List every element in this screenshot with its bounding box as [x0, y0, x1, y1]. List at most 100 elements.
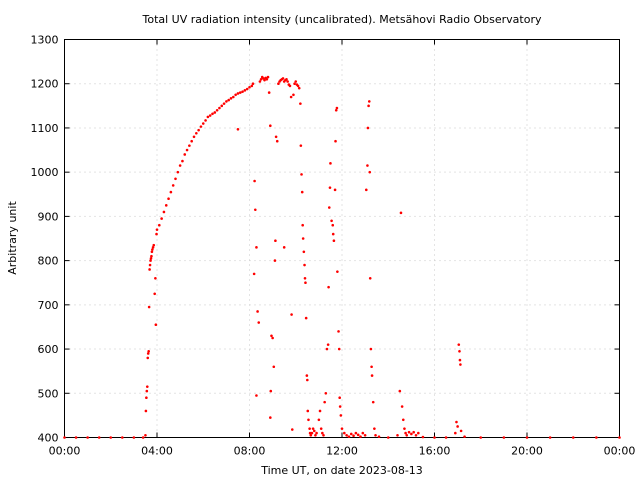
data-point [97, 436, 101, 439]
data-point [171, 184, 175, 187]
y-axis-title: Arbitrary unit [6, 201, 19, 275]
data-point [169, 190, 173, 194]
data-point [370, 365, 373, 369]
data-point [149, 259, 152, 262]
data-point [150, 250, 154, 254]
data-point [318, 409, 322, 413]
data-point [334, 108, 338, 112]
data-point [399, 211, 403, 215]
data-point [218, 106, 221, 110]
data-point [265, 78, 269, 81]
data-point [269, 124, 272, 128]
data-point [595, 436, 598, 439]
data-point [525, 436, 529, 439]
data-point [155, 228, 159, 231]
data-point [457, 343, 461, 346]
data-point [290, 428, 294, 431]
y-tick-label: 800 [38, 255, 59, 268]
data-point [571, 436, 575, 439]
y-tick-label: 1200 [31, 78, 59, 91]
data-point [315, 431, 318, 435]
data-point [164, 204, 168, 207]
data-point [374, 433, 377, 437]
data-point [410, 432, 413, 436]
data-point [259, 78, 263, 81]
x-axis-title: Time UT, on date 2023-08-13 [260, 464, 423, 477]
data-point [155, 232, 158, 236]
data-point [356, 433, 360, 437]
data-point [479, 436, 483, 439]
y-tick-label: 1000 [31, 166, 59, 179]
data-point [213, 111, 217, 114]
data-point [331, 232, 335, 236]
data-point [146, 352, 150, 355]
data-point [145, 385, 149, 388]
data-point [146, 356, 150, 360]
data-point [288, 84, 292, 88]
data-point [176, 170, 180, 174]
data-point [343, 431, 346, 435]
data-point [459, 363, 462, 366]
data-point [257, 321, 261, 324]
data-point [303, 277, 307, 280]
data-point [369, 347, 373, 351]
data-point [334, 139, 337, 143]
data-point [263, 78, 266, 82]
plot-frame [64, 39, 620, 438]
data-point [370, 374, 374, 377]
data-point [285, 78, 288, 81]
data-point [301, 223, 304, 227]
data-point [248, 85, 251, 89]
data-point [250, 84, 254, 88]
data-point [63, 436, 66, 439]
data-point [220, 104, 224, 108]
data-point [150, 254, 153, 258]
data-point [236, 127, 240, 131]
data-point [401, 418, 405, 422]
data-point [272, 365, 276, 369]
data-point [245, 87, 249, 91]
data-point [121, 436, 124, 439]
y-tick-label: 700 [38, 299, 59, 312]
data-point [229, 97, 233, 100]
y-tick-label: 600 [38, 343, 59, 356]
data-point [145, 396, 148, 400]
data-point [456, 425, 459, 428]
data-point [206, 115, 210, 119]
data-point [273, 259, 277, 262]
data-point [294, 80, 298, 83]
data-point [144, 433, 147, 437]
data-point [232, 95, 235, 99]
data-point [377, 435, 381, 438]
data-point [405, 433, 409, 437]
data-point [86, 436, 89, 439]
data-point [274, 135, 278, 139]
data-point [188, 144, 191, 147]
data-point [328, 186, 332, 189]
y-tick-label: 1300 [31, 34, 59, 47]
data-point [167, 197, 170, 200]
data-point [331, 223, 335, 227]
data-point [147, 305, 151, 309]
data-point [502, 436, 506, 439]
data-point [414, 433, 418, 437]
data-point [201, 122, 205, 125]
data-point [297, 86, 301, 90]
data-point [162, 210, 166, 214]
data-point [274, 239, 277, 243]
data-point [311, 427, 315, 430]
x-tick-label: 20:00 [511, 445, 543, 458]
data-point [215, 108, 219, 112]
data-point [458, 349, 461, 353]
data-point [398, 389, 402, 393]
y-axis: 400 500 600 700 800 900 1000 1100 1200 1300 [31, 34, 620, 445]
data-point [132, 436, 136, 439]
data-point [243, 89, 247, 92]
data-point [339, 414, 343, 417]
data-point [174, 177, 177, 181]
data-point [308, 427, 311, 430]
data-point [252, 272, 256, 276]
data-point [236, 92, 240, 95]
data-point [433, 436, 436, 439]
data-point [204, 119, 207, 122]
